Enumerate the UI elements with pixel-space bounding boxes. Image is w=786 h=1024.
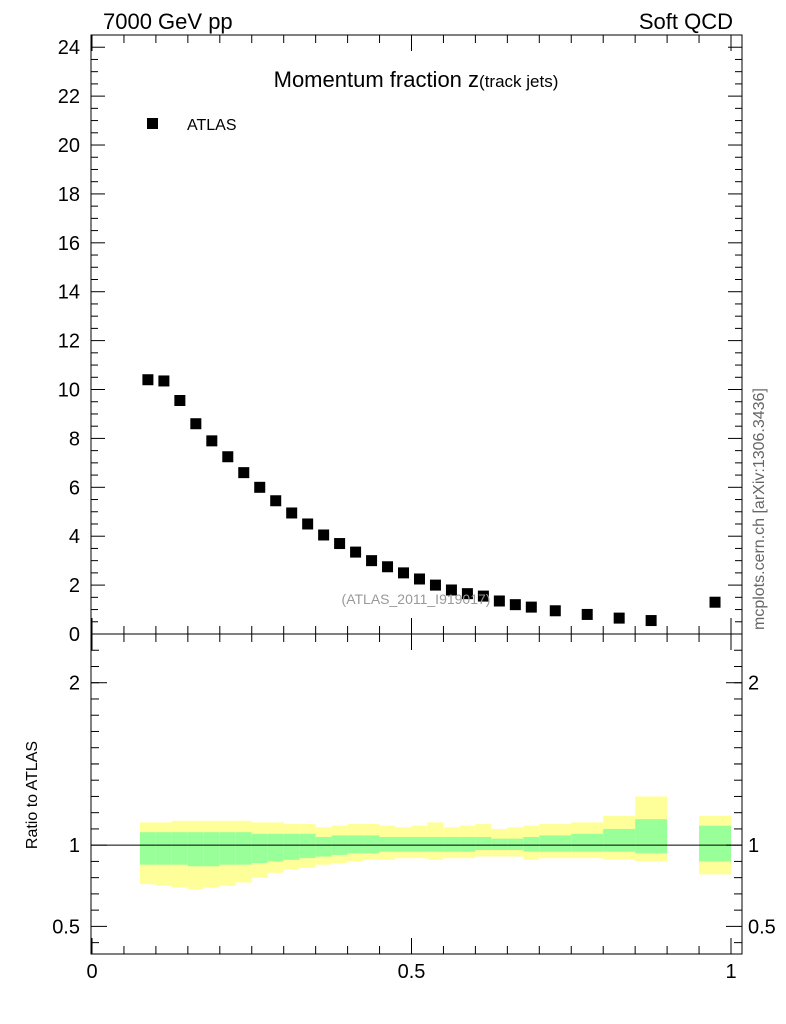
stat-uncertainty-band <box>395 837 412 852</box>
data-point <box>445 584 457 596</box>
stat-uncertainty-band <box>475 837 492 851</box>
data-point <box>549 605 561 617</box>
ratio-panel-frame <box>90 633 743 955</box>
y-tick-label: 10 <box>58 380 80 402</box>
ratio-panel-ticks: 0.5 0.5 1 1 2 2 0 0.5 1 <box>52 634 776 983</box>
data-point <box>238 467 250 479</box>
stat-uncertainty-band <box>251 833 268 864</box>
header-right-label: Soft QCD <box>639 9 733 34</box>
data-point <box>142 374 154 386</box>
y-tick-label: 0 <box>69 624 80 646</box>
stat-uncertainty-band <box>459 837 476 852</box>
stat-uncertainty-band <box>379 837 396 852</box>
data-point <box>461 588 473 600</box>
data-point <box>350 546 362 558</box>
data-point <box>366 555 378 567</box>
y-tick-label: 6 <box>69 477 80 499</box>
main-title-text: Momentum fraction z <box>274 67 479 92</box>
stat-uncertainty-band <box>187 832 204 867</box>
stat-uncertainty-band <box>603 828 636 852</box>
y-tick-label: 24 <box>58 37 80 59</box>
y-tick-label: 16 <box>58 233 80 255</box>
ratio-y-tick-label-left: 0.5 <box>52 916 80 938</box>
data-point <box>254 481 266 493</box>
stat-uncertainty-band <box>219 832 236 865</box>
side-label: mcplots.cern.ch [arXiv:1306.3436] <box>751 388 768 630</box>
y-tick-label: 14 <box>58 282 80 304</box>
y-tick-label: 2 <box>69 575 80 597</box>
stat-uncertainty-band <box>635 819 668 854</box>
y-tick-label: 8 <box>69 428 80 450</box>
data-point <box>398 567 410 579</box>
stat-uncertainty-band <box>699 825 731 862</box>
data-point <box>477 590 489 602</box>
header-left-label: 7000 GeV pp <box>103 9 233 34</box>
main-title-sub: (track jets) <box>479 72 558 91</box>
data-point <box>509 599 521 611</box>
ratio-y-tick-label-left: 1 <box>69 835 80 857</box>
main-title: Momentum fraction z(track jets) <box>274 67 559 92</box>
stat-uncertainty-band <box>155 832 172 865</box>
x-tick-label: 0.5 <box>398 961 426 983</box>
x-tick-label: 1 <box>725 961 736 983</box>
data-point <box>493 595 505 607</box>
data-point <box>174 395 186 407</box>
x-tick-label: 0 <box>86 961 97 983</box>
data-point <box>190 418 202 430</box>
data-point <box>613 612 625 624</box>
stat-uncertainty-band <box>363 835 380 854</box>
y-tick-label: 20 <box>58 135 80 157</box>
ratio-y-axis-label: Ratio to ATLAS <box>24 741 41 849</box>
legend-marker <box>147 118 158 129</box>
data-point <box>709 596 721 608</box>
data-point <box>382 561 394 573</box>
data-point <box>158 375 170 387</box>
stat-uncertainty-band <box>491 838 508 851</box>
stat-uncertainty-band <box>171 832 188 865</box>
data-point <box>270 495 282 507</box>
stat-uncertainty-band <box>507 838 524 851</box>
main-panel-markers <box>142 374 721 627</box>
data-point <box>286 507 298 519</box>
stat-uncertainty-band <box>347 835 364 854</box>
data-point <box>645 615 657 627</box>
data-point <box>206 435 218 447</box>
ratio-bands <box>139 796 731 890</box>
data-point <box>429 579 441 591</box>
legend-label-atlas: ATLAS <box>187 117 237 134</box>
data-point <box>318 529 330 541</box>
data-point <box>334 538 346 550</box>
stat-uncertainty-band <box>443 837 460 852</box>
data-point <box>222 451 234 463</box>
stat-uncertainty-band <box>427 837 444 852</box>
stat-uncertainty-band <box>267 833 284 862</box>
ratio-y-tick-label-right: 1 <box>748 835 759 857</box>
y-tick-label: 4 <box>69 526 80 548</box>
stat-uncertainty-band <box>203 832 220 867</box>
y-tick-label: 22 <box>58 86 80 108</box>
stat-uncertainty-band <box>411 837 428 852</box>
stat-uncertainty-band <box>299 833 316 859</box>
ratio-y-tick-label-right: 0.5 <box>748 916 776 938</box>
data-point <box>302 518 314 530</box>
y-tick-label: 12 <box>58 331 80 353</box>
data-point <box>525 601 537 613</box>
ratio-y-tick-label-left: 2 <box>69 673 80 695</box>
y-tick-label: 18 <box>58 184 80 206</box>
stat-uncertainty-band <box>139 832 156 865</box>
data-point <box>413 573 425 585</box>
watermark: (ATLAS_2011_I919017) <box>342 591 491 607</box>
stat-uncertainty-band <box>315 837 332 857</box>
stat-uncertainty-band <box>235 832 252 865</box>
stat-uncertainty-band <box>283 833 300 860</box>
stat-uncertainty-band <box>523 837 540 852</box>
stat-uncertainty-band <box>571 833 604 852</box>
ratio-panel: 0.5 0.5 1 1 2 2 0 0.5 1 Ratio to ATLAS <box>24 633 776 983</box>
data-point <box>581 608 593 620</box>
stat-uncertainty-band <box>539 835 572 852</box>
ratio-y-tick-label-right: 2 <box>748 673 759 695</box>
